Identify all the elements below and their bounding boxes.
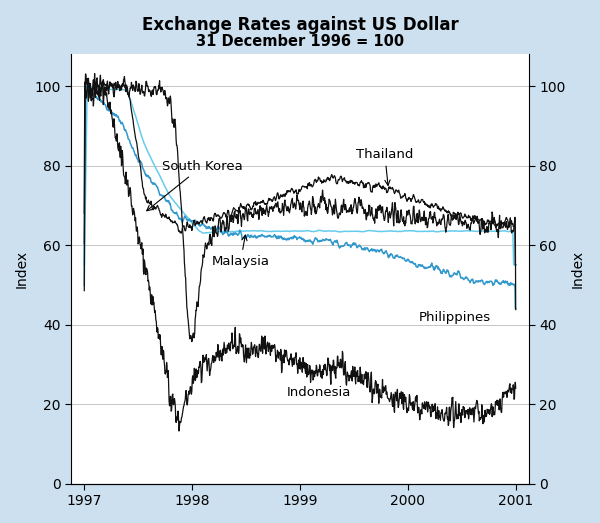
Text: Exchange Rates against US Dollar: Exchange Rates against US Dollar	[142, 16, 458, 33]
Y-axis label: Index: Index	[571, 250, 585, 288]
Y-axis label: Index: Index	[15, 250, 29, 288]
Text: Malaysia: Malaysia	[212, 235, 269, 268]
Text: Thailand: Thailand	[356, 147, 413, 185]
Text: South Korea: South Korea	[147, 160, 242, 211]
Text: Philippines: Philippines	[419, 311, 491, 324]
Text: 31 December 1996 = 100: 31 December 1996 = 100	[196, 34, 404, 49]
Text: Indonesia: Indonesia	[287, 386, 352, 399]
